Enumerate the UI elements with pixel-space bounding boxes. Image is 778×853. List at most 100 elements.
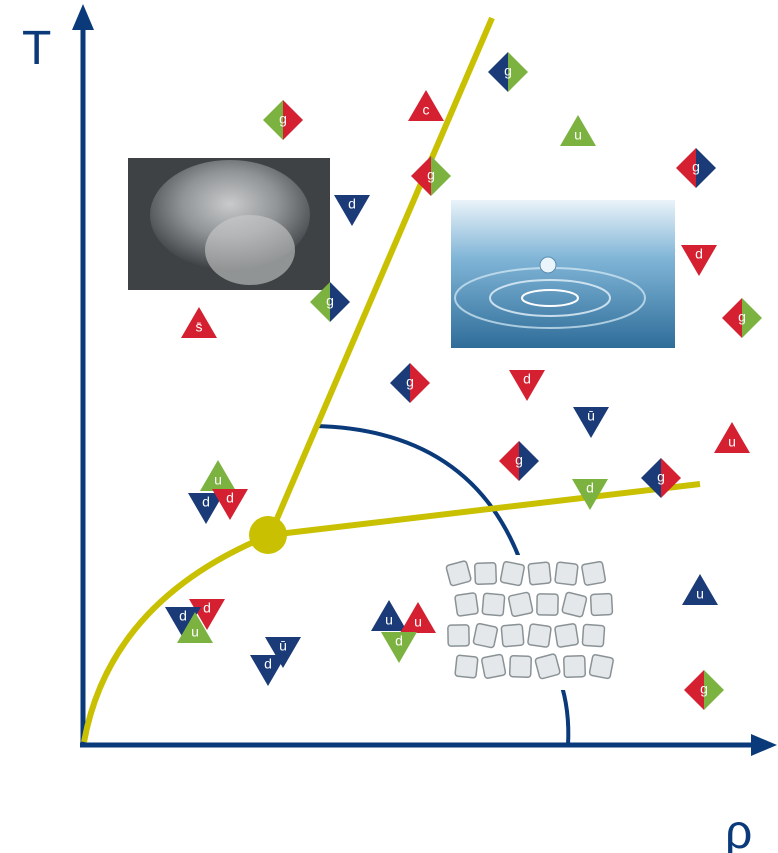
diamond-half — [641, 458, 661, 498]
steam-image — [128, 158, 330, 290]
particle: g — [676, 148, 716, 188]
particle: u — [560, 115, 596, 146]
diamond-half — [390, 363, 410, 403]
ice-cube — [589, 592, 614, 617]
ice-cube — [527, 561, 552, 586]
diamond-half — [519, 441, 539, 481]
particle-label: g — [427, 167, 435, 183]
particle: ū — [265, 637, 301, 668]
ice-cube — [563, 654, 587, 678]
particle: d — [681, 245, 717, 276]
diamond-half — [499, 441, 519, 481]
particle-label: u — [414, 614, 422, 630]
particle-label: ū — [587, 408, 595, 424]
x-axis-label: ρ — [725, 806, 752, 853]
ice-cube — [536, 593, 559, 616]
particle-label: d — [695, 246, 703, 262]
particle-label: g — [692, 159, 700, 175]
particle: s̄ — [181, 307, 217, 338]
particle: g — [722, 298, 762, 338]
particle-label: d — [203, 600, 211, 616]
ice-cube — [481, 592, 506, 617]
triangle — [200, 460, 236, 491]
particle-label: g — [700, 681, 708, 697]
triangle — [265, 637, 301, 668]
particle: g — [684, 670, 724, 710]
particle-label: g — [279, 111, 287, 127]
particle-label: g — [657, 469, 665, 485]
diamond-half — [411, 156, 431, 196]
ice-cube — [507, 591, 534, 618]
particle: c — [408, 90, 444, 121]
diamond-half — [676, 148, 696, 188]
diamond-half — [263, 100, 283, 140]
particle: u — [682, 574, 718, 605]
particle: g — [499, 441, 539, 481]
ice-image — [440, 555, 615, 690]
diamond-half — [742, 298, 762, 338]
ice-cube — [508, 655, 532, 679]
ice-cube — [581, 623, 606, 648]
ice-cube — [554, 561, 579, 586]
ice-cube — [534, 653, 561, 680]
particle-label: u — [191, 624, 199, 640]
particle-label: u — [574, 127, 582, 143]
ice-cube — [474, 561, 498, 585]
particle: d — [250, 655, 286, 686]
particle-label: d — [202, 494, 210, 510]
ice-cube — [447, 624, 470, 647]
triangle — [560, 115, 596, 146]
particle-label: d — [395, 633, 403, 649]
triangle — [682, 574, 718, 605]
particle: d — [334, 195, 370, 226]
particle: d — [381, 632, 417, 663]
triangle — [509, 370, 545, 401]
particle: ū — [573, 407, 609, 438]
particle: g — [390, 363, 430, 403]
triangle — [681, 245, 717, 276]
ice-cube — [561, 591, 588, 618]
particle-label: d — [586, 480, 594, 496]
ice-cube — [445, 560, 472, 587]
particle: u — [400, 602, 436, 633]
particle-label: u — [696, 586, 704, 602]
particle: g — [488, 52, 528, 92]
particle: d — [509, 370, 545, 401]
triangle — [188, 493, 224, 524]
particle-label: u — [385, 612, 393, 628]
diamond-half — [722, 298, 742, 338]
ice-cube — [499, 561, 525, 587]
particle-label: d — [523, 371, 531, 387]
triangle — [400, 602, 436, 633]
phase-line — [267, 16, 495, 537]
particle-label: s̄ — [196, 319, 203, 335]
particle-label: d — [179, 608, 187, 624]
particle-label: u — [728, 434, 736, 450]
particle: u — [714, 422, 750, 453]
particle-label: d — [264, 656, 272, 672]
phase-line — [269, 481, 701, 538]
diamond-half — [684, 670, 704, 710]
particle: g — [263, 100, 303, 140]
triangle — [212, 489, 248, 520]
particle: d — [212, 489, 248, 520]
particle: u — [200, 460, 236, 491]
triangle — [165, 607, 201, 638]
triangle — [572, 479, 608, 510]
ice-cube — [554, 623, 579, 648]
triangle — [573, 407, 609, 438]
y-arrow — [72, 4, 94, 30]
diamond-half — [508, 52, 528, 92]
triangle — [250, 655, 286, 686]
ice-cube — [472, 622, 499, 649]
ice-cube — [454, 654, 479, 679]
triangle — [408, 90, 444, 121]
particle: u — [177, 612, 213, 643]
triangle — [181, 307, 217, 338]
diamond-half — [310, 282, 330, 322]
diamond-half — [488, 52, 508, 92]
particle-label: g — [504, 63, 512, 79]
particle-label: c — [423, 102, 430, 118]
particle-label: g — [515, 452, 523, 468]
